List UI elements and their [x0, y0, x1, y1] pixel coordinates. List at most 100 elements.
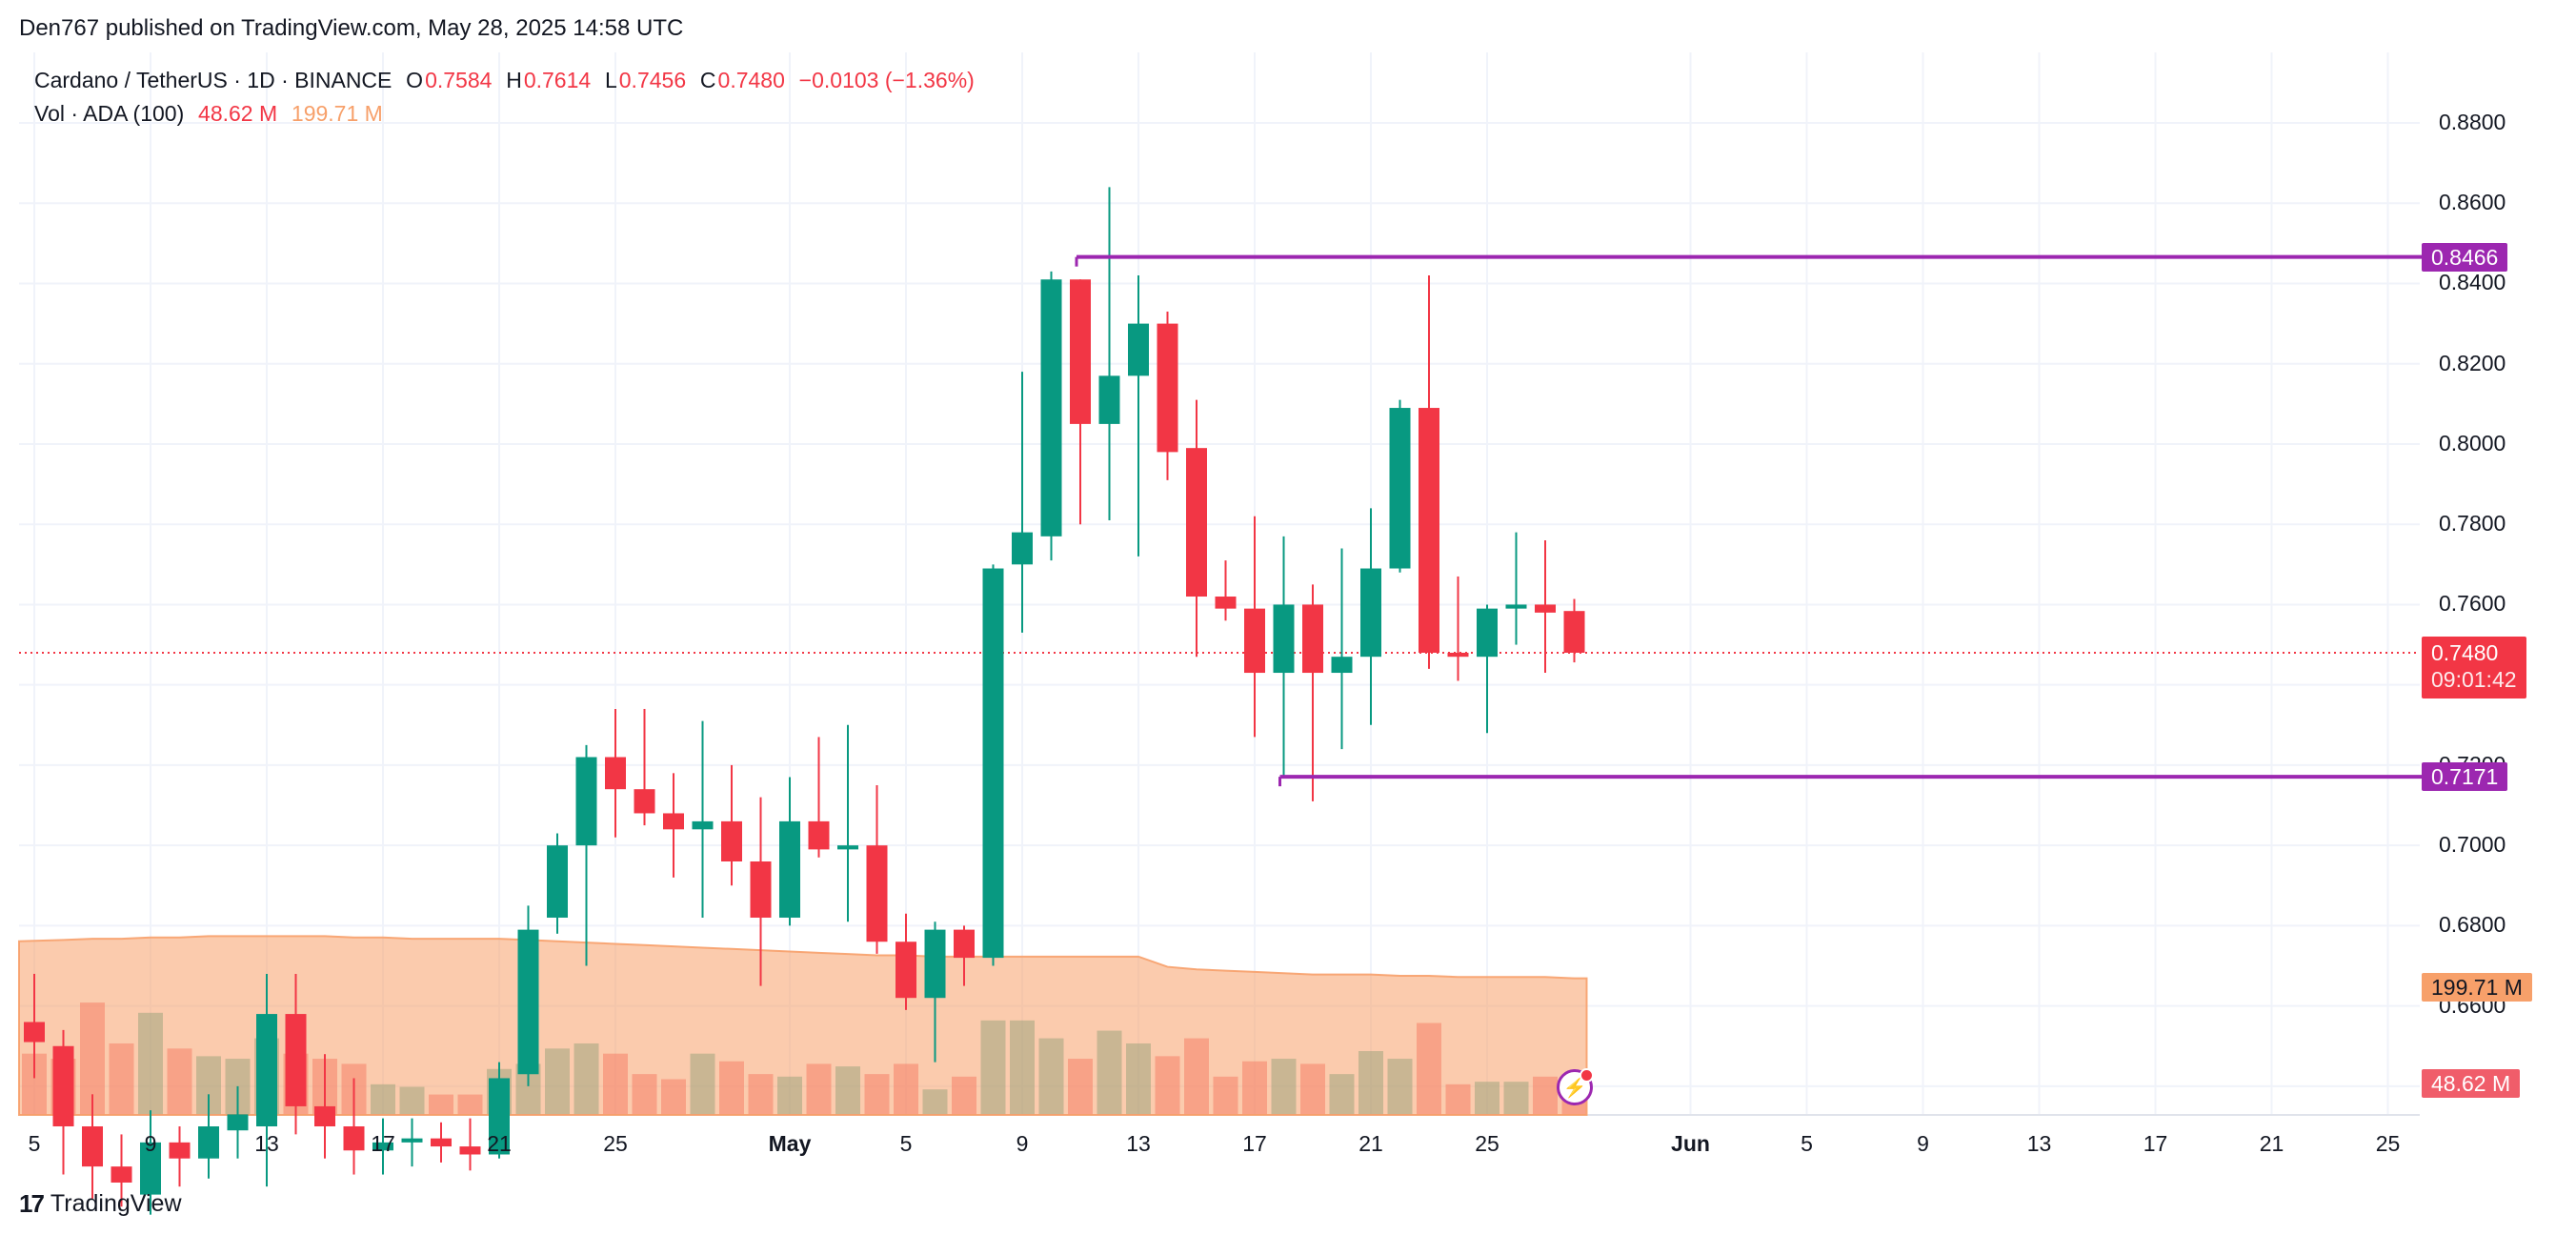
candle: [1012, 372, 1033, 633]
candle-body: [663, 813, 684, 830]
countdown-timer: 09:01:42: [2431, 666, 2517, 692]
price-tick: 0.8200: [2439, 350, 2506, 375]
candle-body: [24, 1022, 45, 1043]
price-tick: 0.7800: [2439, 511, 2506, 537]
horizontal-levels[interactable]: [1075, 254, 2422, 787]
symbol-legend: Cardano / TetherUS · 1D · BINANCE O0.758…: [34, 68, 976, 93]
candle: [692, 720, 714, 918]
time-tick: 9: [1917, 1131, 1929, 1156]
candle: [459, 1118, 481, 1171]
candle-body: [256, 1014, 277, 1126]
candle-body: [285, 1014, 307, 1106]
candle-body: [1157, 323, 1178, 453]
candle-body: [52, 1045, 74, 1126]
candle: [1128, 275, 1149, 557]
candle: [314, 1054, 335, 1159]
candle-body: [779, 820, 800, 918]
candle-body: [1186, 448, 1207, 597]
time-tick: 5: [28, 1131, 41, 1156]
volume-ma-area: [18, 935, 1588, 1116]
candle: [750, 797, 772, 986]
candle: [1302, 584, 1323, 801]
price-tick: 0.8600: [2439, 190, 2506, 215]
candle: [431, 1122, 452, 1163]
candle-body: [401, 1138, 423, 1143]
candle-body: [372, 1142, 393, 1151]
volume-legend: Vol · ADA (100) 48.62 M 199.71 M: [34, 101, 385, 127]
time-tick: 21: [1358, 1131, 1383, 1156]
candle: [517, 905, 539, 1086]
time-tick: 25: [603, 1131, 628, 1156]
candle-body: [1360, 568, 1381, 658]
candle: [1244, 516, 1265, 738]
candle-body: [721, 820, 742, 862]
candle: [1535, 540, 1556, 674]
candle: [372, 1118, 393, 1175]
time-tick: 17: [2143, 1131, 2168, 1156]
candle: [1563, 598, 1585, 663]
candle-body: [227, 1114, 249, 1131]
candle-body: [140, 1142, 161, 1195]
candle: [1505, 532, 1527, 645]
candle-body: [489, 1078, 510, 1155]
brand-name: TradingView: [50, 1190, 182, 1217]
candle-body: [343, 1126, 365, 1151]
candle: [982, 564, 1004, 966]
candle: [896, 913, 916, 1010]
candle: [866, 784, 888, 954]
time-tick: 25: [2375, 1131, 2401, 1156]
close-value: 0.7480: [717, 68, 785, 92]
time-tick: 13: [254, 1131, 279, 1156]
candle-body: [575, 757, 597, 846]
publish-info: Den767 published on TradingView.com, May…: [19, 15, 684, 41]
candle-body: [459, 1146, 481, 1155]
candle-body: [517, 929, 539, 1075]
volume-badge: 48.62 M: [2422, 1069, 2521, 1098]
candle: [256, 973, 277, 1187]
time-tick: 5: [899, 1131, 913, 1156]
candle-body: [1535, 604, 1556, 613]
candle: [547, 833, 568, 934]
candle-body: [1419, 408, 1439, 653]
low-label: L: [604, 68, 617, 92]
candle: [1419, 275, 1439, 669]
candle: [1070, 279, 1091, 525]
candle-body: [924, 929, 946, 999]
lightning-icon[interactable]: ⚡: [1557, 1068, 1594, 1105]
candle: [634, 708, 655, 826]
candle: [1360, 508, 1381, 725]
candle: [1389, 399, 1411, 573]
candle-body: [982, 568, 1004, 959]
candle: [24, 973, 45, 1079]
candle-body: [431, 1138, 452, 1147]
candle: [954, 925, 975, 986]
price-tick: 0.6800: [2439, 912, 2506, 938]
time-tick: 17: [371, 1131, 395, 1156]
time-tick: Jun: [1671, 1131, 1710, 1156]
price-tick: 0.7000: [2439, 832, 2506, 858]
candle: [779, 777, 800, 926]
candle: [1331, 548, 1353, 750]
candle-body: [111, 1166, 132, 1183]
candle-body: [1447, 652, 1469, 658]
time-tick: 21: [487, 1131, 512, 1156]
change-value: −0.0103 (−1.36%): [798, 68, 975, 92]
candle: [837, 724, 858, 922]
symbol-title[interactable]: Cardano / TetherUS · 1D · BINANCE: [34, 68, 392, 92]
candle-body: [634, 789, 655, 814]
time-tick: 9: [1016, 1131, 1029, 1156]
candle-body: [82, 1126, 103, 1167]
candle-body: [1244, 608, 1265, 674]
candle-body: [314, 1105, 335, 1126]
candle-body: [896, 941, 916, 999]
candle-body: [1215, 597, 1237, 609]
time-tick: May: [768, 1131, 812, 1156]
open-label: O: [406, 68, 424, 92]
price-tick: 0.8000: [2439, 430, 2506, 456]
candle: [169, 1126, 191, 1187]
tradingview-brand[interactable]: 17 TradingView: [19, 1189, 182, 1219]
candle-body: [692, 820, 714, 830]
close-label: C: [699, 68, 716, 92]
volume-title[interactable]: Vol · ADA (100): [34, 101, 185, 126]
